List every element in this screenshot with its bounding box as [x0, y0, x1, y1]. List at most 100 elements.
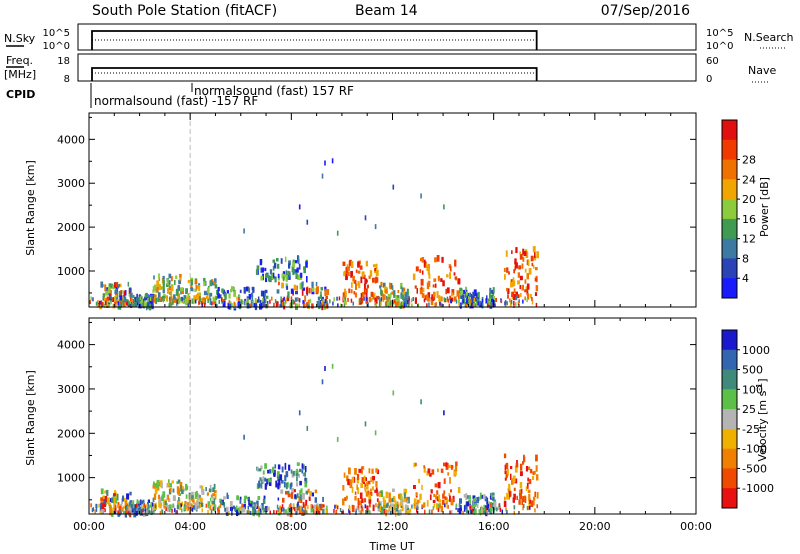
scatter-cell	[292, 470, 295, 476]
ground-scatter-cell	[426, 303, 428, 308]
colorbar-tick-label: -25	[742, 423, 760, 436]
scatter-cell	[511, 478, 514, 485]
ground-scatter-cell	[433, 503, 436, 508]
colorbar-tick-label: -1000	[742, 482, 774, 495]
scatter-cell	[294, 494, 297, 499]
ground-scatter-cell	[483, 510, 486, 515]
scatter-cell	[390, 283, 393, 289]
scatter-cell	[305, 477, 308, 484]
scatter-cell	[304, 477, 307, 483]
scatter-cell	[405, 499, 409, 504]
scatter-cell	[429, 494, 432, 501]
scatter-cell	[244, 495, 248, 499]
scatter-cell	[390, 292, 392, 298]
scatter-cell	[387, 293, 391, 300]
ground-scatter-cell	[284, 301, 286, 306]
ground-scatter-cell	[307, 505, 309, 510]
scatter-cell	[196, 293, 200, 300]
ground-scatter-cell	[496, 507, 498, 512]
scatter-cell	[287, 493, 291, 498]
sparse-point	[331, 158, 334, 164]
ground-scatter-cell	[105, 298, 107, 303]
ground-scatter-cell	[90, 296, 92, 301]
scatter-cell	[353, 291, 356, 295]
scatter-cell	[370, 291, 374, 297]
scatter-cell	[284, 509, 287, 514]
ground-scatter-cell	[506, 510, 508, 514]
beam-label: Beam 14	[355, 3, 418, 19]
sparse-point	[364, 421, 367, 427]
scatter-cell	[231, 286, 234, 291]
scatter-cell	[284, 256, 287, 263]
scatter-cell	[282, 276, 285, 282]
scatter-cell	[391, 285, 394, 291]
scatter-cell	[194, 288, 197, 292]
ground-scatter-cell	[407, 300, 409, 305]
ground-scatter-cell	[488, 301, 490, 306]
scatter-cell	[527, 273, 529, 280]
ground-scatter-cell	[259, 299, 262, 304]
scatter-cell	[446, 274, 449, 278]
scatter-cell	[462, 298, 466, 304]
scatter-cell	[120, 290, 123, 297]
scatter-cell	[129, 491, 132, 496]
ground-scatter-cell	[504, 301, 506, 306]
scatter-cell	[124, 497, 126, 502]
scatter-cell	[283, 302, 286, 310]
scatter-cell	[287, 270, 290, 276]
scatter-cell	[358, 283, 361, 289]
scatter-cell	[373, 292, 376, 298]
scatter-cell	[350, 271, 353, 278]
scatter-cell	[369, 491, 373, 496]
scatter-cell	[113, 493, 116, 497]
scatter-cell	[530, 501, 534, 507]
scatter-cell	[403, 291, 406, 296]
freq-panel: Freq. [MHz] 18 8 60 0 Nave	[4, 53, 776, 85]
ground-scatter-cell	[127, 301, 130, 306]
scatter-cell	[214, 278, 217, 284]
scatter-cell	[243, 287, 246, 294]
scatter-cell	[308, 496, 311, 501]
scatter-cell	[460, 504, 462, 511]
scatter-cell	[377, 500, 380, 506]
scatter-cell	[295, 470, 299, 477]
scatter-cell	[239, 496, 242, 500]
scatter-cell	[134, 504, 137, 511]
scatter-cell	[387, 301, 390, 306]
scatter-cell	[158, 494, 160, 500]
ground-scatter-cell	[301, 506, 304, 511]
ground-scatter-cell	[170, 296, 173, 301]
scatter-cell	[440, 278, 443, 282]
scatter-cell	[207, 492, 209, 496]
scatter-cell	[293, 489, 296, 493]
scatter-cell	[249, 510, 252, 515]
scatter-cell	[508, 271, 510, 275]
scatter-cell	[179, 481, 183, 489]
scatter-cell	[460, 290, 463, 296]
ground-scatter-cell	[283, 507, 285, 512]
ground-scatter-cell	[264, 298, 267, 303]
scatter-cell	[185, 494, 188, 499]
scatter-cell	[248, 293, 252, 300]
ground-scatter-cell	[443, 297, 446, 302]
scatter-cell	[256, 265, 260, 270]
scatter-cell	[492, 296, 496, 300]
scatter-cell	[227, 302, 231, 309]
scatter-cell	[491, 302, 494, 307]
scatter-cell	[423, 259, 426, 267]
ground-scatter-cell	[264, 302, 267, 307]
ground-scatter-cell	[241, 503, 243, 508]
scatter-cell	[293, 284, 297, 291]
scatter-cell	[304, 480, 308, 488]
scatter-cell	[350, 289, 353, 294]
scatter-cell	[392, 488, 395, 492]
scatter-cell	[524, 289, 527, 293]
scatter-cell	[532, 246, 536, 253]
scatter-cell	[152, 485, 156, 489]
scatter-cell	[372, 504, 375, 512]
scatter-cell	[384, 507, 387, 515]
ground-scatter-cell	[339, 508, 342, 512]
scatter-cell	[295, 260, 298, 264]
scatter-cell	[445, 499, 449, 502]
scatter-cell	[433, 291, 435, 297]
